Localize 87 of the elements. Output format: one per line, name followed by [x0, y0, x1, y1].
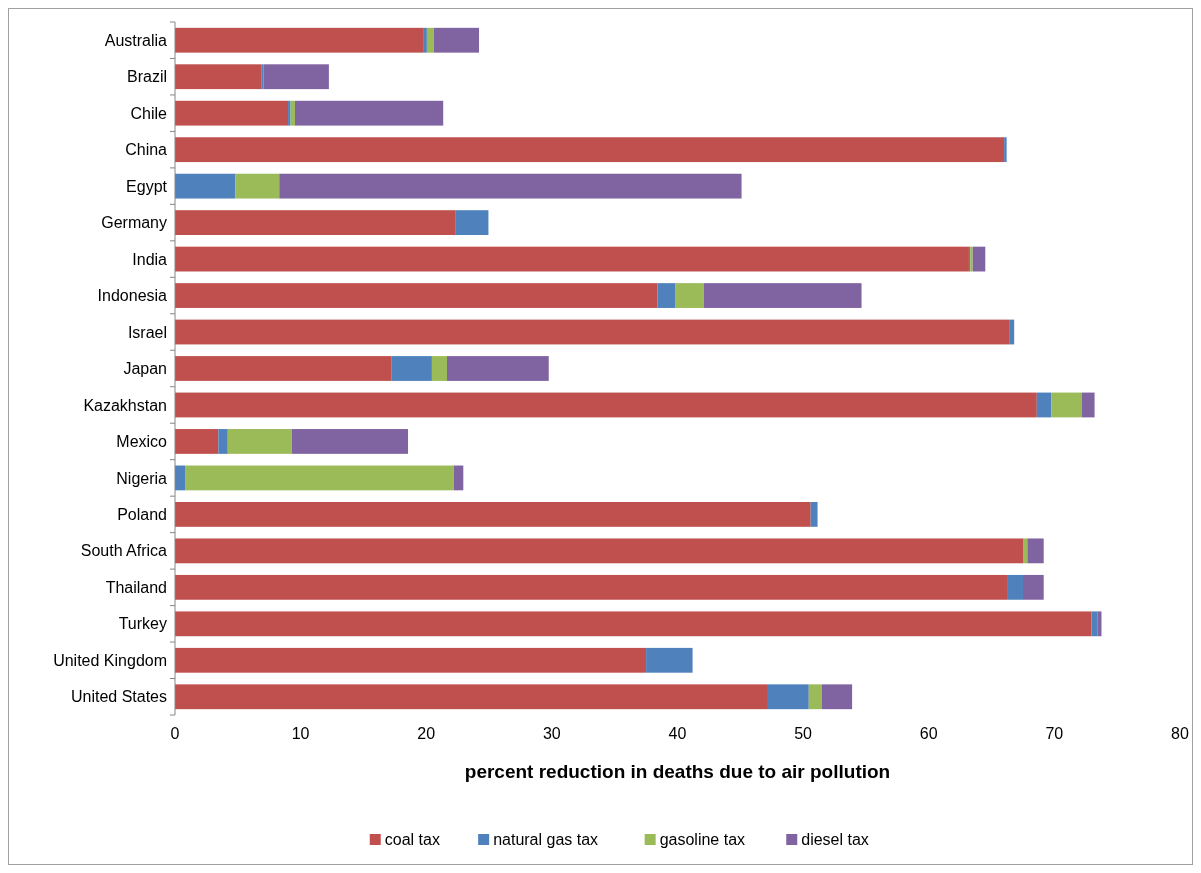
bar	[279, 173, 742, 199]
bar	[235, 173, 280, 199]
bar	[657, 283, 676, 308]
bar	[426, 27, 434, 53]
bar	[433, 27, 480, 53]
y-tick-label: Brazil	[126, 68, 167, 86]
bar	[288, 100, 291, 126]
x-tick-label: 60	[919, 725, 938, 742]
bar	[175, 173, 236, 199]
bar	[175, 392, 1037, 418]
bar	[646, 647, 693, 673]
y-tick-label: Nigeria	[116, 469, 168, 487]
bar	[810, 501, 818, 527]
bar	[1027, 538, 1044, 564]
x-tick-label: 70	[1045, 725, 1064, 742]
x-tick-label: 50	[794, 725, 813, 742]
y-tick-label: Egypt	[126, 177, 168, 195]
bar	[703, 283, 862, 308]
bar	[1036, 392, 1052, 418]
bar	[767, 684, 809, 710]
bar	[453, 465, 464, 491]
x-tick-label: 10	[291, 725, 310, 742]
y-tick-label: Indonesia	[97, 287, 168, 305]
bar	[175, 319, 1010, 345]
y-tick-label: United States	[70, 688, 167, 706]
bar	[175, 210, 456, 236]
y-tick-label: Turkey	[118, 615, 167, 633]
bar	[175, 538, 1024, 564]
y-tick-label: Germany	[101, 214, 167, 232]
bar	[290, 100, 295, 126]
y-tick-label: Chile	[130, 104, 168, 122]
bar	[821, 684, 853, 710]
bar	[175, 684, 768, 710]
bar	[455, 210, 489, 236]
y-tick-label: Mexico	[116, 433, 168, 451]
bar	[175, 574, 1008, 600]
x-tick-label: 20	[417, 725, 436, 742]
legend-label: natural gas tax	[493, 831, 599, 848]
y-tick-label: Kazakhstan	[83, 396, 167, 414]
y-tick-label: Australia	[104, 31, 168, 49]
bar	[175, 429, 219, 454]
bar	[175, 27, 424, 53]
bar	[263, 64, 329, 90]
y-tick-label: Thailand	[105, 578, 167, 596]
legend-label: diesel tax	[801, 831, 869, 848]
x-tick-label: 40	[668, 725, 687, 742]
y-tick-label: Japan	[123, 360, 167, 378]
legend-label: coal tax	[384, 831, 440, 848]
bar	[1051, 392, 1083, 418]
bar	[175, 137, 1005, 163]
bar	[972, 246, 986, 272]
y-tick-label: United Kingdom	[53, 651, 167, 669]
y-tick-label: Israel	[127, 323, 167, 341]
x-tick-label: 30	[542, 725, 561, 742]
bar	[227, 429, 292, 454]
bar	[1009, 319, 1015, 345]
legend-label: gasoline tax	[659, 831, 746, 848]
bar	[1082, 392, 1095, 418]
x-axis-title: percent reduction in deaths due to air pollution	[464, 761, 891, 782]
bar	[175, 611, 1092, 637]
x-tick-label: 0	[170, 725, 180, 742]
bar	[185, 465, 454, 491]
y-tick-label: India	[132, 250, 168, 268]
bar	[294, 100, 444, 126]
bar	[175, 64, 262, 90]
bar	[1091, 611, 1098, 637]
bar	[175, 647, 647, 673]
bar	[391, 356, 432, 381]
bar	[808, 684, 822, 710]
bar	[175, 283, 658, 308]
bar	[175, 246, 969, 272]
bar	[175, 356, 392, 381]
bar	[175, 100, 289, 126]
y-tick-label: China	[125, 141, 168, 159]
bar	[423, 27, 427, 53]
x-tick-label: 80	[1171, 725, 1189, 742]
y-tick-label: South Africa	[80, 542, 168, 560]
bar	[1004, 137, 1007, 163]
bar	[431, 356, 447, 381]
bar	[446, 356, 549, 381]
bar	[291, 429, 409, 454]
y-tick-label: Poland	[117, 505, 167, 523]
bar	[1022, 574, 1044, 600]
bar	[675, 283, 704, 308]
bar	[218, 429, 228, 454]
bar	[1007, 574, 1023, 600]
bar	[175, 501, 811, 527]
